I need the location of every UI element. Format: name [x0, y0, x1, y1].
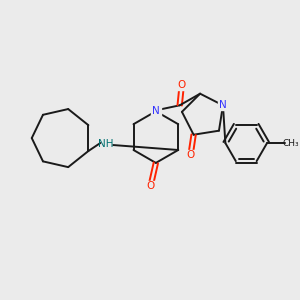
Text: O: O — [147, 181, 155, 191]
Bar — [186, 150, 196, 159]
Bar — [146, 181, 156, 190]
Text: N: N — [219, 100, 227, 110]
Text: CH₃: CH₃ — [283, 139, 299, 148]
Bar — [151, 107, 161, 116]
Text: N: N — [152, 106, 160, 116]
Text: NH: NH — [98, 139, 114, 149]
Text: O: O — [178, 80, 186, 91]
Bar — [218, 101, 228, 110]
Bar — [177, 81, 187, 90]
Text: O: O — [187, 150, 195, 160]
